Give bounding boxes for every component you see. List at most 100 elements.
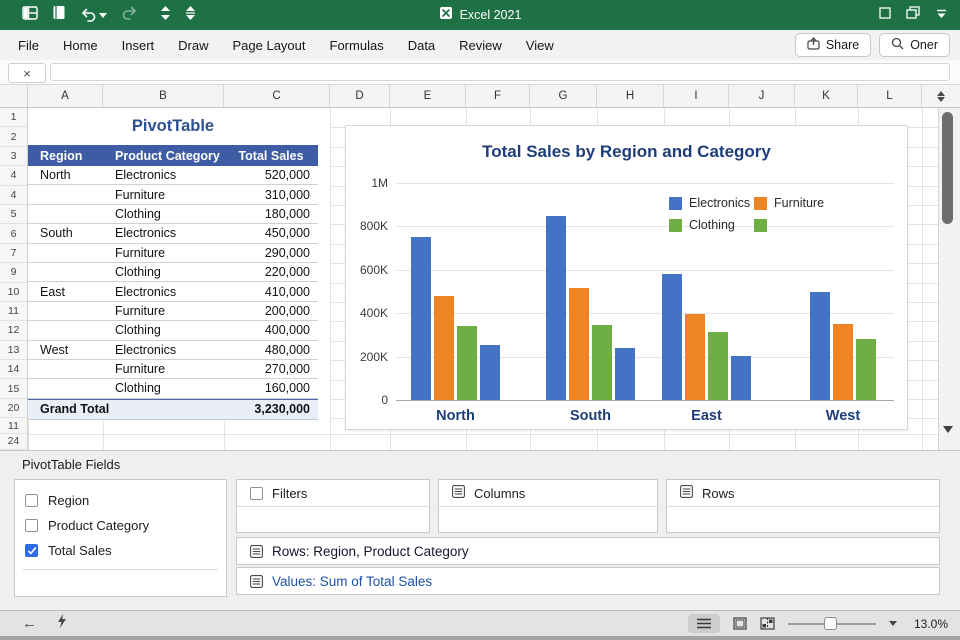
row-header-12-11[interactable]: 12 bbox=[0, 321, 27, 340]
chart-legend[interactable]: ElectronicsFurnitureClothing bbox=[669, 196, 824, 232]
table-row[interactable]: EastElectronics410,000 bbox=[28, 282, 318, 301]
row-header-13-12[interactable]: 13 bbox=[0, 341, 27, 360]
area-box-rows[interactable]: Rows bbox=[666, 479, 940, 533]
assignment-rows[interactable]: Rows: Region, Product Category bbox=[236, 537, 940, 565]
scroll-down-arrow-icon[interactable] bbox=[943, 426, 953, 433]
restore-icon[interactable] bbox=[906, 6, 920, 24]
table-row[interactable]: Clothing400,000 bbox=[28, 321, 318, 340]
search-button[interactable]: Oner bbox=[879, 33, 950, 57]
select-all-corner[interactable] bbox=[0, 85, 28, 107]
zoom-dropdown-icon[interactable] bbox=[889, 621, 897, 626]
menu-item-home[interactable]: Home bbox=[63, 38, 98, 53]
table-row[interactable]: Furniture310,000 bbox=[28, 185, 318, 204]
menu-item-view[interactable]: View bbox=[526, 38, 554, 53]
table-row[interactable]: NorthElectronics520,000 bbox=[28, 166, 318, 185]
row-header-7-7[interactable]: 7 bbox=[0, 244, 27, 263]
row-header-5-5[interactable]: 5 bbox=[0, 205, 27, 224]
column-header-a[interactable]: A bbox=[28, 85, 103, 107]
row-header-11-10[interactable]: 11 bbox=[0, 302, 27, 321]
table-row[interactable]: Clothing160,000 bbox=[28, 379, 318, 398]
checkbox-checked-icon[interactable] bbox=[25, 544, 38, 557]
column-header-e[interactable]: E bbox=[390, 85, 466, 107]
zoom-slider-handle[interactable] bbox=[824, 617, 837, 630]
collapse-icon[interactable] bbox=[935, 6, 948, 24]
row-header-1-0[interactable]: 1 bbox=[0, 108, 27, 127]
menu-item-review[interactable]: Review bbox=[459, 38, 502, 53]
table-row[interactable]: Clothing220,000 bbox=[28, 263, 318, 282]
table-row[interactable]: Furniture270,000 bbox=[28, 360, 318, 379]
field-item-region[interactable]: Region bbox=[15, 488, 226, 513]
row-header-11-16[interactable]: 11 bbox=[0, 418, 27, 434]
back-arrow-icon[interactable]: ← bbox=[22, 616, 37, 631]
column-header-f[interactable]: F bbox=[466, 85, 530, 107]
menu-item-draw[interactable]: Draw bbox=[178, 38, 208, 53]
legend-item-furniture[interactable]: Furniture bbox=[754, 196, 824, 210]
assignment-values[interactable]: Values: Sum of Total Sales bbox=[236, 567, 940, 595]
app-grid-icon[interactable] bbox=[22, 6, 38, 25]
zoom-level[interactable]: 13.0% bbox=[910, 617, 948, 631]
row-header-10-9[interactable]: 10 bbox=[0, 283, 27, 302]
pivot-table[interactable]: PivotTable RegionProduct CategoryTotal S… bbox=[28, 108, 330, 421]
scrollbar-thumb[interactable] bbox=[942, 112, 953, 224]
column-header-b[interactable]: B bbox=[103, 85, 224, 107]
row-header-15-14[interactable]: 15 bbox=[0, 379, 27, 398]
workbook-icon[interactable] bbox=[52, 5, 66, 25]
menu-item-file[interactable]: File bbox=[18, 38, 39, 53]
pivot-table-title: PivotTable bbox=[28, 108, 318, 145]
legend-item-electronics[interactable]: Electronics bbox=[669, 196, 754, 210]
column-header-l[interactable]: L bbox=[858, 85, 922, 107]
checkbox-icon[interactable] bbox=[25, 519, 38, 532]
cancel-entry-button[interactable]: × bbox=[8, 63, 46, 83]
area-box-columns[interactable]: Columns bbox=[438, 479, 658, 533]
column-header-h[interactable]: H bbox=[597, 85, 664, 107]
chart[interactable]: Total Sales by Region and Category Elect… bbox=[345, 125, 908, 430]
row-header-14-13[interactable]: 14 bbox=[0, 360, 27, 379]
table-row[interactable]: Clothing180,000 bbox=[28, 205, 318, 224]
flash-icon[interactable] bbox=[57, 614, 67, 633]
worksheet-grid[interactable]: 123445679101112131415201124 PivotTable R… bbox=[0, 108, 960, 450]
column-header-j[interactable]: J bbox=[729, 85, 795, 107]
sort-updown-icon-2[interactable] bbox=[185, 6, 196, 25]
normal-view-button[interactable] bbox=[688, 614, 720, 633]
column-header-i[interactable]: I bbox=[664, 85, 729, 107]
table-row[interactable]: SouthElectronics450,000 bbox=[28, 224, 318, 243]
pivot-grand-total-row[interactable]: Grand Total 3,230,000 bbox=[28, 399, 318, 420]
column-header-d[interactable]: D bbox=[330, 85, 390, 107]
checkbox-icon[interactable] bbox=[25, 494, 38, 507]
legend-item-blank[interactable] bbox=[754, 218, 824, 232]
row-header-20-15[interactable]: 20 bbox=[0, 399, 27, 418]
row-header-4-3[interactable]: 4 bbox=[0, 166, 27, 185]
maximize-icon[interactable] bbox=[879, 6, 891, 24]
table-row[interactable]: Furniture290,000 bbox=[28, 244, 318, 263]
column-header-c[interactable]: C bbox=[224, 85, 330, 107]
field-item-product-category[interactable]: Product Category bbox=[15, 513, 226, 538]
row-header-2-1[interactable]: 2 bbox=[0, 127, 27, 146]
column-header-g[interactable]: G bbox=[530, 85, 597, 107]
row-header-24-17[interactable]: 24 bbox=[0, 434, 27, 450]
row-header-3-2[interactable]: 3 bbox=[0, 147, 27, 166]
table-row[interactable]: Furniture200,000 bbox=[28, 302, 318, 321]
column-header-k[interactable]: K bbox=[795, 85, 858, 107]
row-header-6-6[interactable]: 6 bbox=[0, 224, 27, 243]
scroll-sort-icon[interactable] bbox=[922, 85, 960, 107]
field-item-total-sales[interactable]: Total Sales bbox=[15, 538, 226, 563]
menu-item-data[interactable]: Data bbox=[408, 38, 435, 53]
page-break-view-button[interactable] bbox=[760, 617, 775, 630]
formula-input[interactable] bbox=[50, 63, 950, 81]
bar-west-electronics bbox=[810, 292, 830, 401]
menu-item-page-layout[interactable]: Page Layout bbox=[233, 38, 306, 53]
zoom-slider[interactable] bbox=[788, 617, 876, 631]
row-header-9-8[interactable]: 9 bbox=[0, 263, 27, 282]
vertical-scrollbar[interactable] bbox=[938, 108, 960, 450]
undo-icon[interactable] bbox=[80, 8, 107, 22]
row-header-4-4[interactable]: 4 bbox=[0, 186, 27, 205]
table-row[interactable]: WestElectronics480,000 bbox=[28, 341, 318, 360]
sort-updown-icon[interactable] bbox=[160, 6, 171, 25]
legend-item-clothing[interactable]: Clothing bbox=[669, 218, 754, 232]
page-layout-view-button[interactable] bbox=[733, 617, 747, 630]
menu-item-insert[interactable]: Insert bbox=[122, 38, 155, 53]
undo-caret-icon[interactable] bbox=[99, 13, 107, 18]
menu-item-formulas[interactable]: Formulas bbox=[330, 38, 384, 53]
area-box-filters[interactable]: Filters bbox=[236, 479, 430, 533]
share-button[interactable]: Share bbox=[795, 33, 871, 57]
